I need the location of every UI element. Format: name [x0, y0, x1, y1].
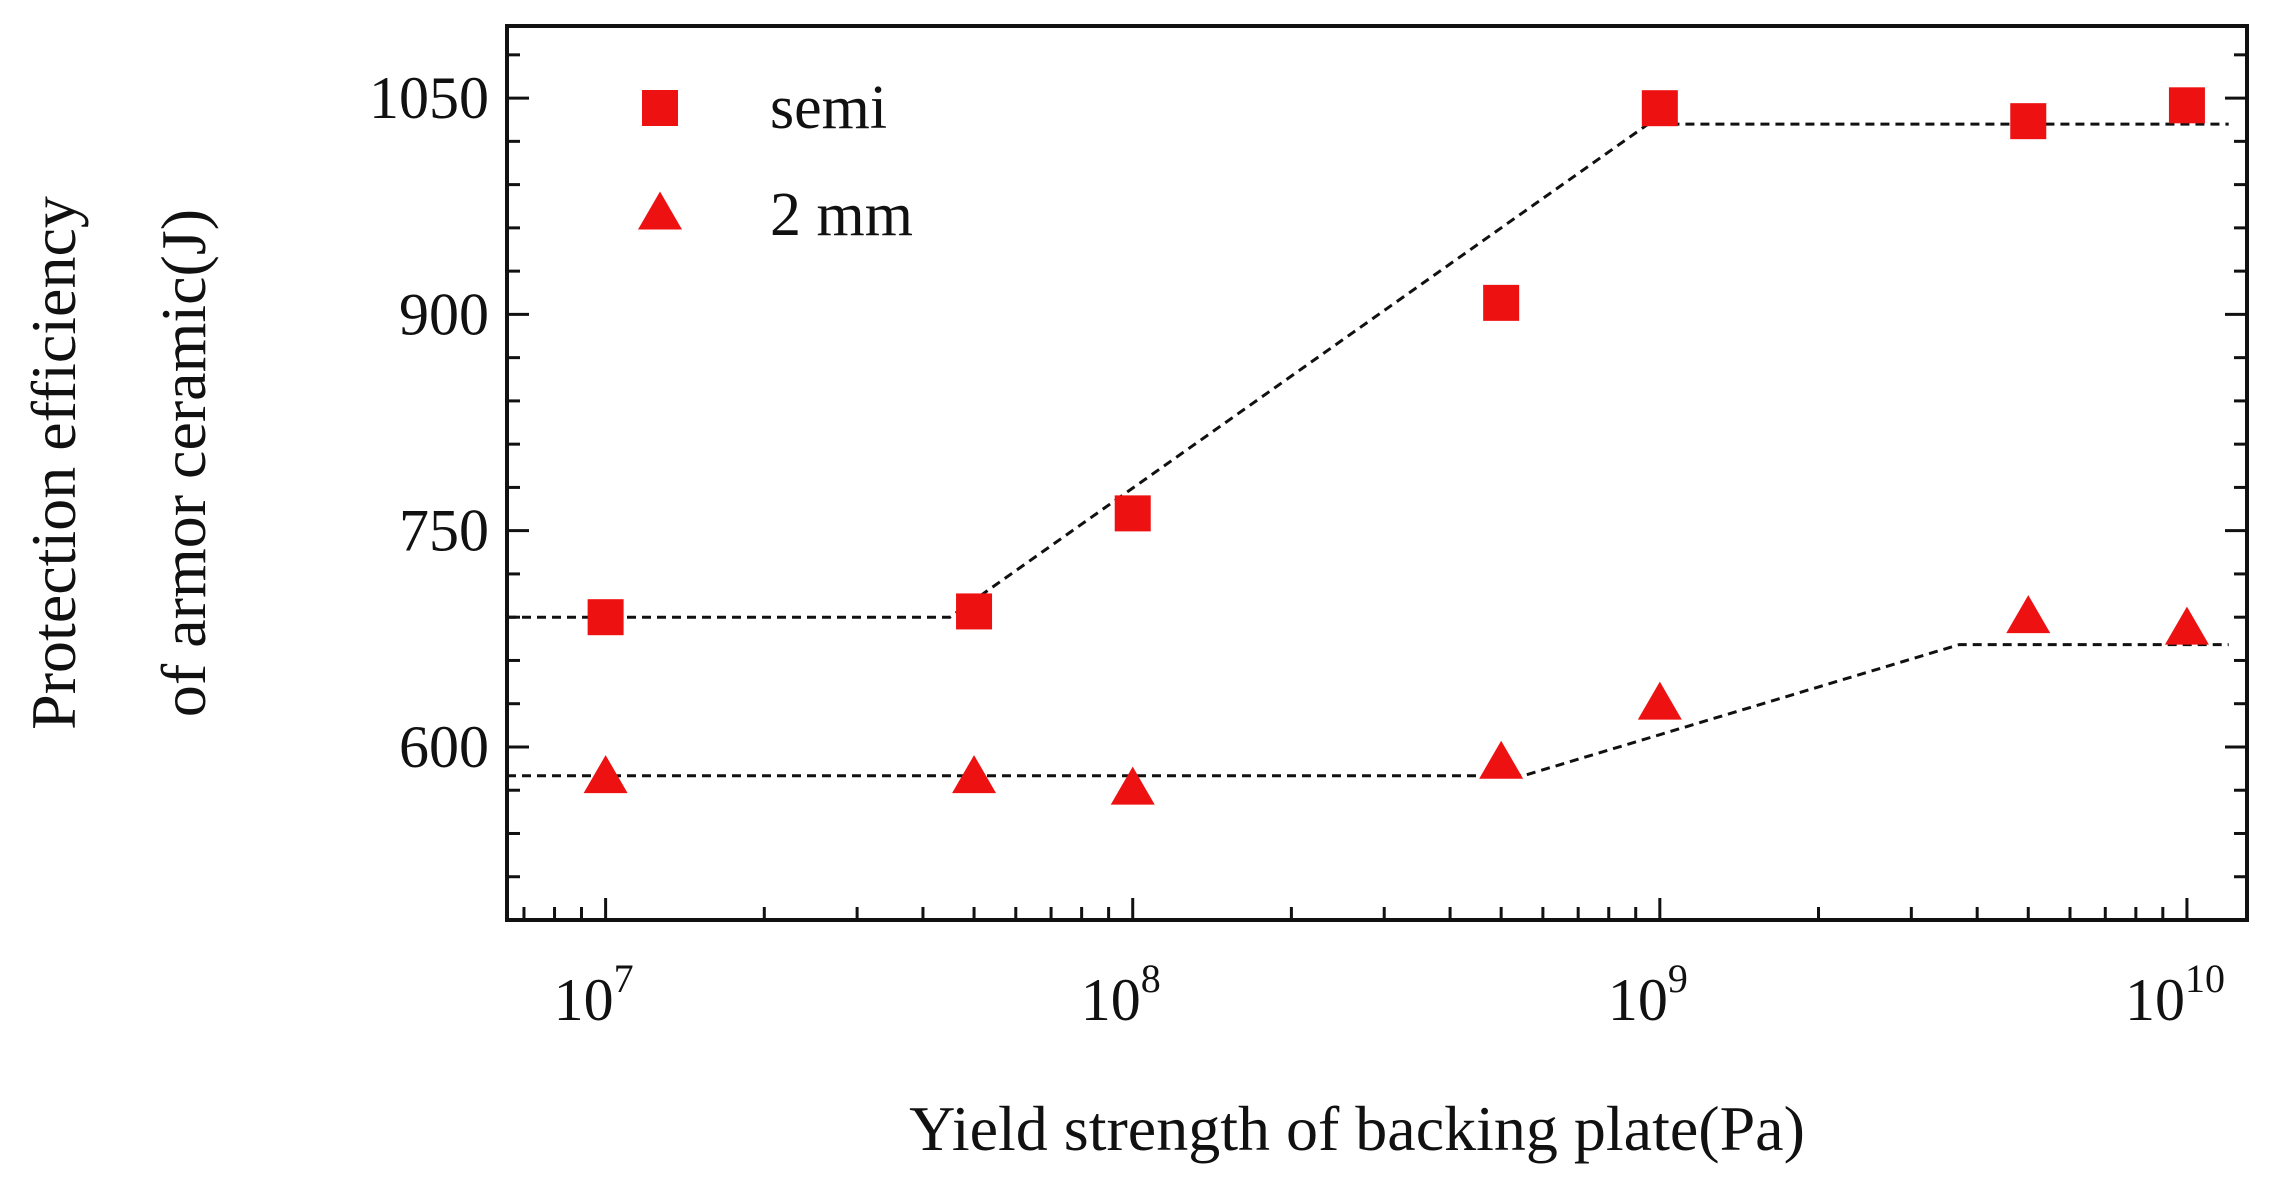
point-2mm: [1479, 740, 1524, 779]
x-tick-label: 109: [1608, 956, 1688, 1033]
axis-labels: Yield strength of backing plate(Pa) Prote…: [18, 196, 1805, 1164]
legend-label-2mm: 2 mm: [770, 181, 913, 249]
point-2mm: [1637, 681, 1682, 720]
y-axis-label-line2: of armor ceramic(J): [148, 209, 219, 717]
fit-line-2-mm: [507, 643, 2229, 778]
point-semi: [1114, 495, 1151, 532]
legend-marker-2mm: [638, 191, 682, 230]
fit-lines: [507, 122, 2229, 778]
fit-line-semi: [507, 122, 2229, 619]
legend: semi 2 mm: [638, 74, 913, 249]
data-points: [583, 87, 2209, 805]
y-tick-label: 900: [399, 281, 489, 347]
point-semi: [587, 599, 624, 636]
point-2mm: [2006, 595, 2051, 634]
y-axis-label-line1: Protection efficiency: [18, 196, 89, 730]
point-semi: [2168, 87, 2205, 124]
x-axis-label: Yield strength of backing plate(Pa): [909, 1093, 1805, 1164]
x-tick-label: 1010: [2125, 956, 2225, 1033]
point-2mm: [583, 755, 628, 794]
legend-marker-semi: [642, 90, 678, 126]
point-2mm: [1110, 766, 1155, 805]
point-semi: [1641, 90, 1678, 127]
axis-ticks: 600 750 900 1050 107 108 109 1010: [369, 53, 2247, 1033]
point-2mm: [952, 755, 997, 794]
point-semi: [956, 593, 993, 630]
legend-label-semi: semi: [770, 74, 887, 142]
point-semi: [1483, 284, 1520, 321]
axes-frame-group: [505, 24, 2249, 922]
plot-frame: [505, 24, 2249, 922]
point-semi: [2010, 103, 2047, 140]
point-2mm: [2164, 606, 2209, 645]
y-tick-label: 600: [399, 714, 489, 780]
x-tick-label: 108: [1081, 956, 1161, 1033]
y-tick-label: 1050: [369, 65, 489, 131]
y-tick-label: 750: [399, 498, 489, 564]
x-tick-label: 107: [554, 956, 634, 1033]
